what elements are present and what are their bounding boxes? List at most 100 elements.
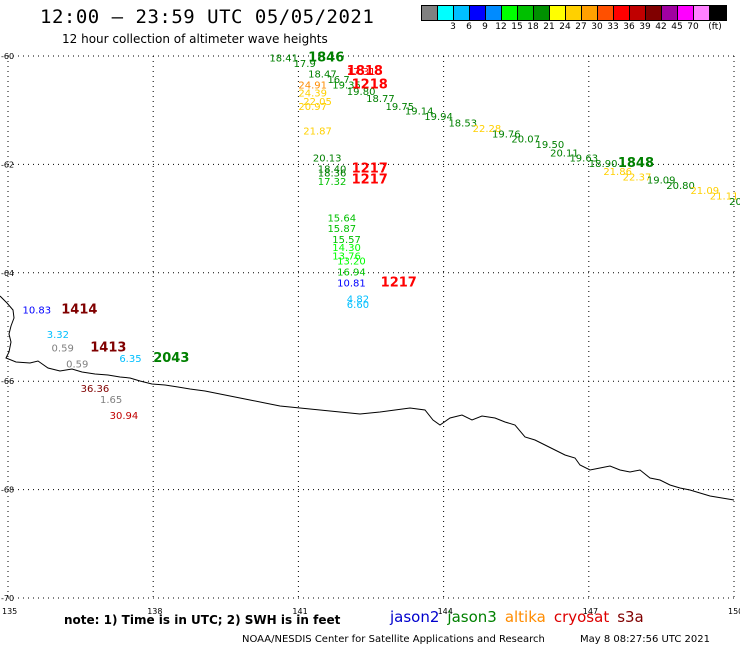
color-swatch	[614, 6, 630, 20]
credit-line: NOAA/NESDIS Center for Satellite Applica…	[242, 634, 545, 645]
wave-height-value: 21.09	[690, 186, 719, 197]
color-scale-bar	[421, 5, 727, 21]
wave-height-value: 17.32	[318, 177, 347, 188]
wave-height-value: 19.35	[332, 81, 361, 92]
color-swatch	[502, 6, 518, 20]
wave-height-value: 17.9	[294, 59, 316, 70]
wave-height-value: 6.35	[119, 354, 141, 365]
color-swatch	[662, 6, 678, 20]
color-swatch	[486, 6, 502, 20]
color-scale-label: 21	[543, 22, 555, 32]
color-swatch	[422, 6, 438, 20]
lat-label: -62	[1, 160, 14, 169]
page-subtitle: 12 hour collection of altimeter wave hei…	[62, 32, 328, 46]
wave-height-value: 18.40	[318, 165, 347, 176]
wave-height-value: 20.07	[511, 135, 540, 146]
wave-height-value: 21.86	[603, 167, 632, 178]
color-swatch	[454, 6, 470, 20]
wave-height-value: 0.59	[52, 343, 74, 354]
page-title: 12:00 – 23:59 UTC 05/05/2021	[40, 6, 375, 28]
color-scale-label: 12	[495, 22, 507, 32]
color-swatch	[598, 6, 614, 20]
color-scale-label: 24	[559, 22, 571, 32]
pass-time-label: 1217	[352, 162, 388, 177]
antarctic-coastline	[0, 295, 735, 501]
pass-time-label: 2043	[153, 351, 189, 366]
mission-legend-entry: altika	[504, 608, 546, 626]
wave-height-value: 19.76	[492, 129, 521, 140]
wave-height-value: 18.53	[448, 118, 477, 129]
lat-label: -70	[1, 594, 14, 603]
color-swatch	[694, 6, 710, 20]
lon-label: 141	[292, 607, 307, 616]
mission-legend-entry: jason2	[390, 608, 440, 626]
wave-height-value: 15.57	[332, 235, 361, 246]
wave-height-value: 19.94	[424, 112, 453, 123]
axis-labels: -60 -62 -64 -66 -68 -70 135 138 141 144 147 150	[1, 52, 740, 616]
color-scale-label: 42	[655, 22, 667, 32]
wave-height-value: 21.87	[303, 127, 332, 138]
pass-time-label: 1846	[308, 50, 344, 65]
wave-height-value: 18.90	[589, 159, 618, 170]
color-swatch	[630, 6, 646, 20]
wave-height-value: 13.76	[332, 251, 361, 262]
color-scale-label: 3	[450, 22, 456, 32]
wave-height-value: 14.30	[332, 243, 361, 254]
color-swatch	[678, 6, 694, 20]
lon-label: 144	[438, 607, 453, 616]
pass-time-label: 1217	[352, 172, 388, 187]
wave-height-value: 19.50	[536, 140, 565, 151]
wave-height-value: 13.20	[337, 257, 366, 268]
graticule-grid	[7, 55, 735, 599]
lon-label: 150	[728, 607, 740, 616]
lon-label: 147	[583, 607, 598, 616]
wave-height-value: 19.75	[386, 102, 415, 113]
color-swatch	[550, 6, 566, 20]
wave-height-value: 20.11	[550, 148, 579, 159]
wave-height-value: 20.97	[298, 102, 327, 113]
wave-height-value: 20.51	[729, 197, 740, 208]
color-scale-label: 36	[623, 22, 635, 32]
wave-height-value: 20.80	[666, 181, 695, 192]
pass-time-label: 1218	[352, 78, 388, 93]
lat-label: -68	[1, 486, 14, 495]
pass-time-label: 1413	[90, 340, 126, 355]
lat-label: -60	[1, 52, 14, 61]
wave-height-value: 1.65	[100, 395, 122, 406]
color-scale-label: 33	[607, 22, 619, 32]
timestamp: May 8 08:27:56 UTC 2021	[580, 634, 710, 645]
wave-height-value: 21.11	[710, 192, 739, 203]
wave-height-value: 6.60	[347, 300, 369, 311]
wave-height-value: 19.14	[405, 107, 434, 118]
wave-height-value: 16.7	[327, 75, 349, 86]
color-scale-label: 70	[687, 22, 699, 32]
mission-legend: jason2 jason3 altika cryosat s3a	[390, 608, 652, 626]
wave-height-value: 4.82	[347, 295, 369, 306]
wave-height-value: 19.80	[347, 87, 376, 98]
wave-height-value: 10.83	[23, 305, 52, 316]
color-scale-label: 27	[575, 22, 587, 32]
color-scale-label: 39	[639, 22, 651, 32]
color-scale-label: 6	[466, 22, 472, 32]
wave-height-value: 22.37	[623, 173, 652, 184]
wave-height-value: 16.94	[337, 268, 366, 279]
lon-label: 138	[147, 607, 162, 616]
color-swatch	[582, 6, 598, 20]
wave-height-value: 15.64	[327, 213, 356, 224]
pass-time-label: 1414	[61, 302, 97, 317]
color-scale-label: 30	[591, 22, 603, 32]
mission-legend-entry: s3a	[617, 608, 644, 626]
wave-height-value: 19.63	[569, 154, 598, 165]
wave-height-value: 15.87	[327, 224, 356, 235]
wave-height-value: 36.36	[81, 384, 110, 395]
observation-layer: 18.4117.918.4716.717.3119.3524.9124.3922…	[23, 50, 740, 422]
wave-height-value: 24.39	[298, 89, 327, 100]
wave-height-value: 20.13	[313, 154, 342, 165]
wave-height-value: 0.59	[66, 360, 88, 371]
wave-height-value: 24.91	[298, 81, 327, 92]
footer-note: note: 1) Time is in UTC; 2) SWH is in fe…	[64, 613, 341, 627]
color-swatch	[646, 6, 662, 20]
wave-height-value: 18.47	[308, 70, 337, 81]
pass-time-label: 1217	[381, 275, 417, 290]
